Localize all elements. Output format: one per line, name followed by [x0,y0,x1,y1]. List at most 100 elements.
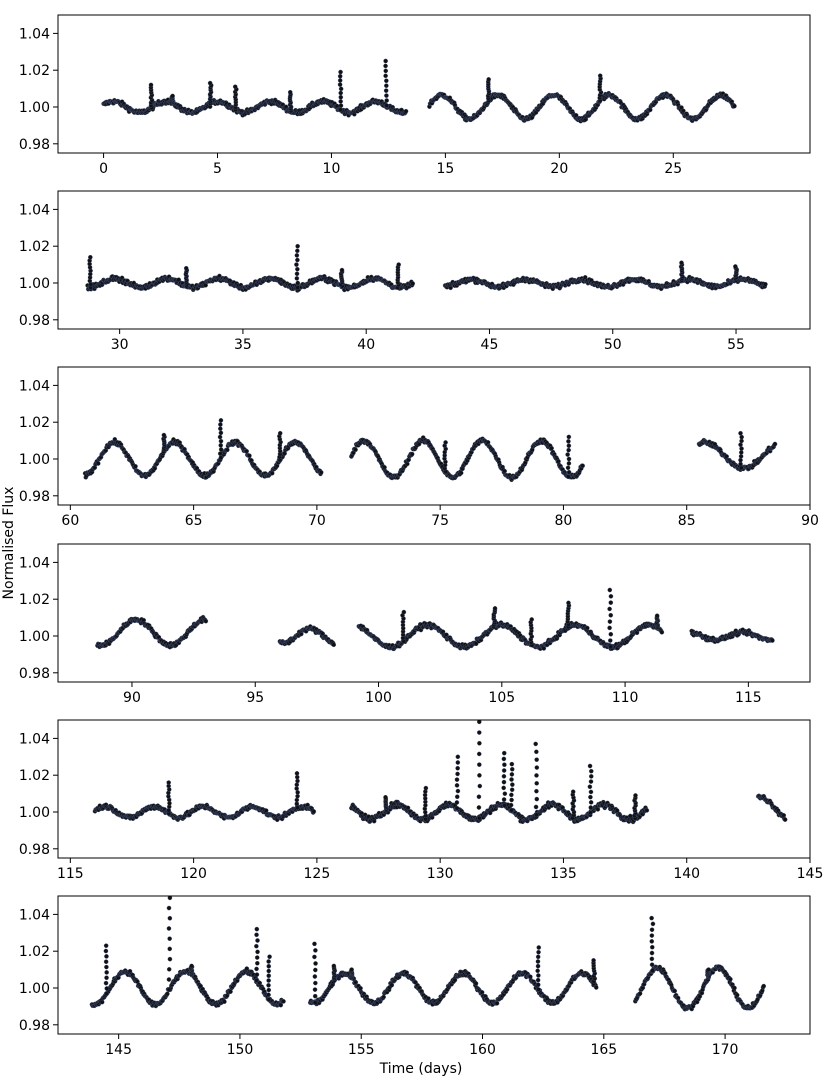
data-point [541,646,547,651]
flare-point [565,465,571,471]
data-point [772,441,778,447]
flare-point [148,82,154,88]
x-tick-label: 10 [323,161,341,177]
flare-point [338,94,344,100]
flare-point [383,58,388,64]
flare-point [738,430,743,436]
flare-point [534,788,539,794]
flare-point [295,280,301,286]
flare-point [454,777,460,782]
panel-3-frame [57,366,811,506]
flare-point [218,426,223,431]
flare-point [295,285,300,290]
flare-point [608,594,614,599]
flare-point [534,796,540,802]
panel-2-frame [57,190,811,330]
flare-point [383,63,388,69]
flare-point [533,741,538,747]
data-point [405,461,410,467]
data-point [580,463,585,469]
flare-point [294,774,300,780]
flare-point [455,765,460,771]
data-point [595,807,601,812]
flare-point [733,264,738,269]
y-tick-label: 1.04 [19,555,50,571]
flare-point [566,439,571,444]
flare-point [476,720,482,725]
flare-point [509,761,515,767]
flare-point [477,815,482,821]
flare-point [486,77,491,82]
y-tick-label: 1.04 [19,378,50,394]
panel-3: 60 65 70 75 80 85 900.981.001.021.04 [19,366,819,529]
flare-point [633,793,638,798]
data-point [763,281,768,287]
flare-point [337,82,343,87]
panel-4-frame [57,543,811,683]
panel-5-points [92,720,788,825]
flare-point [294,801,300,807]
flare-point [607,606,612,612]
flare-point [295,778,300,784]
data-point [659,629,665,635]
panel-3-points [82,418,778,483]
flare-point [476,794,482,800]
flare-point [294,786,299,791]
x-tick-label: 35 [234,337,252,353]
panel-2-points [85,243,768,293]
flare-point [509,807,514,813]
flare-point [588,774,594,779]
flare-point [338,107,343,113]
flare-point [739,438,744,444]
flare-point [476,805,482,810]
flare-point [502,791,508,796]
flare-point [218,418,224,423]
y-tick-label: 1.00 [19,805,50,821]
flare-point [384,93,389,98]
flare-point [338,69,343,75]
x-tick-label: 100 [365,690,392,706]
flare-point [337,73,343,79]
flare-point [566,469,572,475]
flare-point [608,631,614,637]
flare-point [509,797,514,803]
y-tick-label: 0.98 [19,313,50,329]
flare-point [161,432,167,438]
x-tick-label: 55 [727,337,745,353]
flare-point [477,773,482,778]
flare-point [443,440,448,445]
flare-point [396,262,401,267]
flare-point [383,73,388,79]
data-point [644,808,650,813]
panel-1-points [101,58,737,124]
data-point [770,638,775,643]
flare-point [570,789,576,795]
flare-point [218,455,224,461]
flare-point [384,103,389,108]
flare-point [294,271,300,277]
flare-point [454,805,460,811]
flare-point [338,86,344,92]
flare-point [534,781,539,786]
flare-point [295,243,300,249]
flare-point [502,762,507,767]
data-point [165,991,170,997]
flare-point [170,93,175,99]
panel-5-frame [57,719,811,859]
x-tick-label: 45 [481,337,499,353]
flare-point [383,68,389,74]
flare-point [502,803,507,808]
x-tick-label: 85 [678,513,696,529]
flare-point [587,763,593,769]
x-tick-label: 25 [664,161,682,177]
flare-point [533,804,539,810]
flare-point [455,771,460,777]
data-point [331,642,337,648]
panel-1-frame [57,14,811,154]
flare-point [454,794,460,800]
flare-point [534,757,539,762]
data-point [410,281,416,286]
flare-point [454,783,460,788]
